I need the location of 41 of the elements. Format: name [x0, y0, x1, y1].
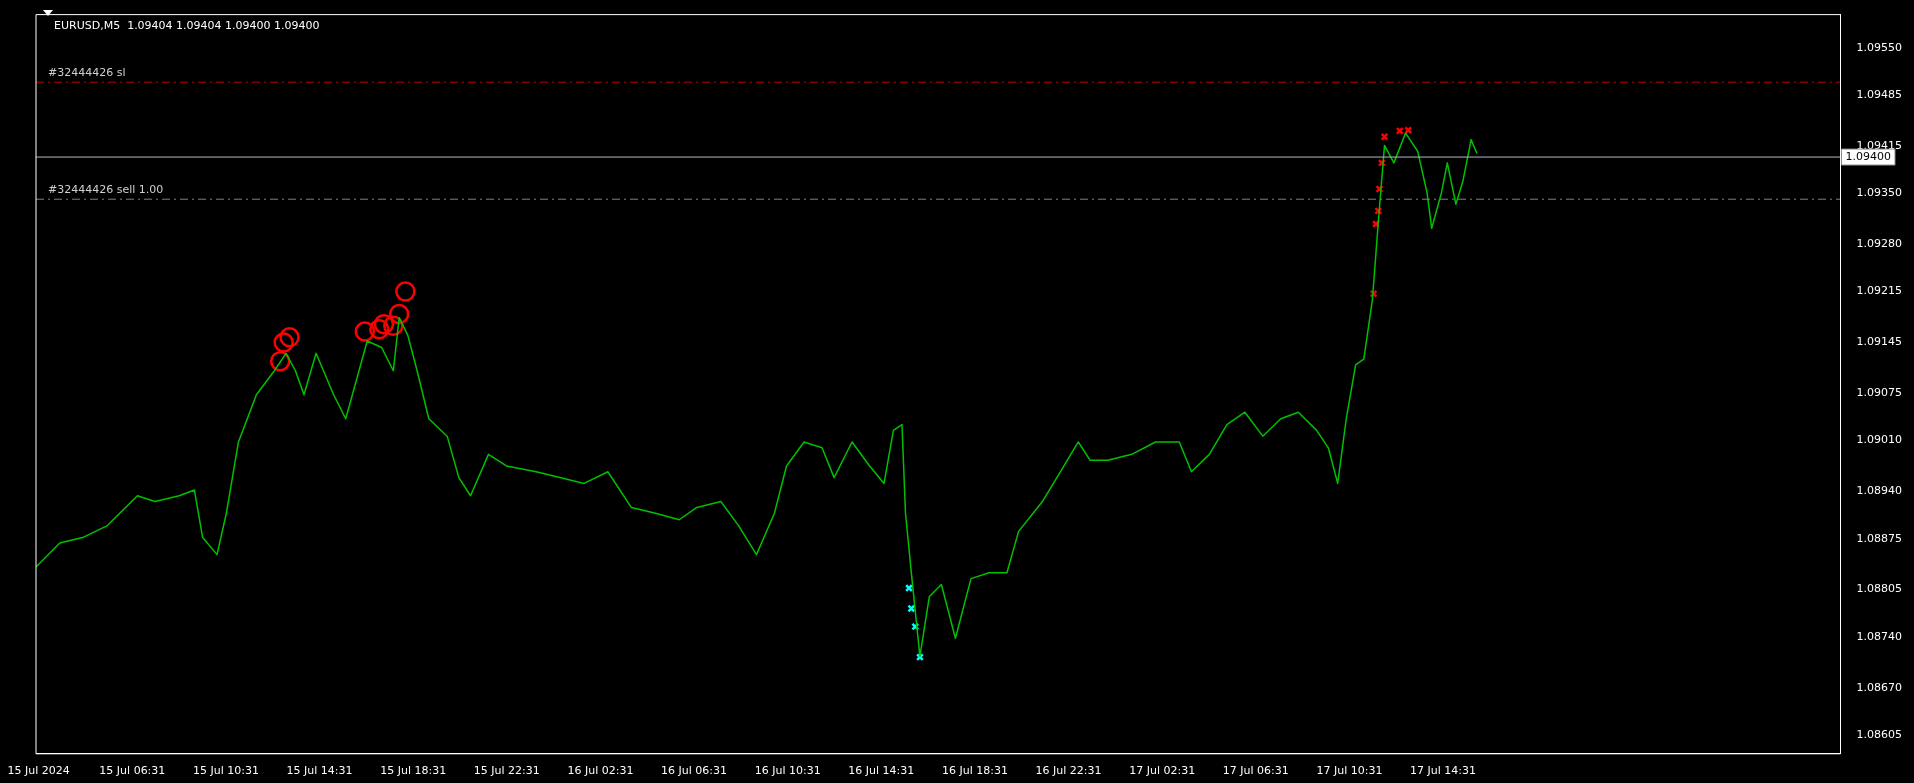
- y-tick-label: 1.09215: [1856, 284, 1903, 298]
- y-tick-label: 1.09280: [1856, 237, 1903, 251]
- x-tick-label: 15 Jul 22:31: [473, 764, 540, 778]
- x-tick-label: 15 Jul 10:31: [192, 764, 259, 778]
- point: [279, 327, 300, 348]
- x-tick-label: 15 Jul 06:31: [99, 764, 166, 778]
- point: [395, 281, 416, 302]
- y-tick-label: 1.08805: [1856, 582, 1903, 596]
- x-tick-label: 16 Jul 18:31: [941, 764, 1008, 778]
- x-tick-label: 16 Jul 02:31: [567, 764, 634, 778]
- y-tick-label: 1.08605: [1856, 727, 1903, 741]
- x-tick-label: 16 Jul 10:31: [754, 764, 821, 778]
- y-tick-label: 1.08670: [1856, 680, 1903, 694]
- x-tick-label: 16 Jul 22:31: [1035, 764, 1102, 778]
- x-tick-label: 17 Jul 02:31: [1129, 764, 1196, 778]
- x-tick-label: 17 Jul 14:31: [1410, 764, 1476, 778]
- x-tick-label: 15 Jul 18:31: [380, 764, 447, 778]
- x-tick-label: 16 Jul 06:31: [661, 764, 728, 778]
- y-tick-label: 1.09350: [1856, 186, 1903, 200]
- x-tick-label: 15 Jul 14:31: [286, 764, 353, 778]
- x-tick-label: 17 Jul 10:31: [1316, 764, 1383, 778]
- x-tick-label: 16 Jul 14:31: [848, 764, 915, 778]
- y-tick-label: 1.08740: [1856, 629, 1903, 643]
- y-tick-label: 1.09145: [1856, 335, 1903, 349]
- ref-line-label: #32444426 sl: [48, 65, 126, 79]
- y-tick-label: 1.09485: [1856, 88, 1903, 102]
- point: [388, 303, 410, 325]
- x-tick-label: 15 Jul 2024: [7, 764, 70, 778]
- x-tick-label: 17 Jul 06:31: [1222, 764, 1289, 778]
- y-tick-label: 1.08875: [1856, 531, 1903, 545]
- y-tick-label: 1.09010: [1856, 433, 1903, 447]
- y-tick-label: 1.09075: [1856, 386, 1903, 400]
- point: [369, 319, 390, 340]
- point: [373, 313, 395, 335]
- ref-line-label: #32444426 sell 1.00: [48, 182, 164, 196]
- point: [273, 332, 294, 353]
- y-tick-label: 1.09550: [1856, 40, 1903, 54]
- point: [354, 321, 376, 342]
- text: EURUSD,M5 1.09404 1.09404 1.09400 1.09400: [54, 18, 320, 32]
- ref-line-label: 1.09400: [1845, 149, 1892, 163]
- y-tick-label: 1.08940: [1856, 484, 1903, 498]
